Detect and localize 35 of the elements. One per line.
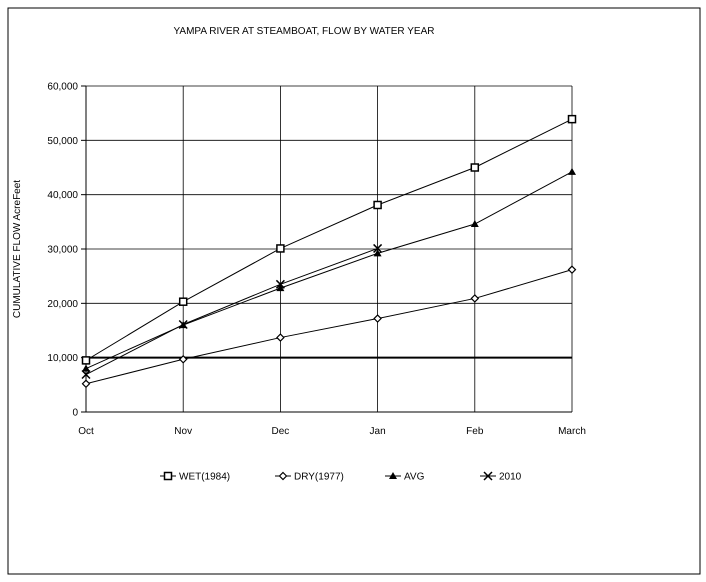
y-tick-label: 0: [72, 408, 78, 418]
point: [568, 168, 576, 175]
x-tick-label: Dec: [272, 426, 290, 437]
point: [82, 364, 90, 372]
y-tick-label: 30,000: [47, 244, 78, 256]
y-tick-label: 20,000: [47, 298, 78, 310]
y-axis-title: CUMULATIVE FLOW AcreFeet: [12, 180, 23, 318]
point: [568, 266, 576, 274]
point: [276, 333, 284, 342]
point: [81, 370, 91, 380]
legend-label: 2010: [499, 472, 522, 482]
point: [374, 314, 382, 323]
x-tick-label: March: [558, 426, 586, 437]
x-tick-label: Jan: [370, 426, 386, 437]
x-tick-label: Oct: [78, 426, 94, 437]
y-tick-label: 50,000: [47, 136, 78, 147]
point: [276, 280, 286, 290]
point: [178, 297, 188, 306]
point: [372, 244, 382, 254]
x-tick-label: Nov: [174, 426, 192, 437]
point: [470, 294, 479, 303]
point: [374, 249, 382, 256]
y-tick-label: 10,000: [47, 353, 78, 364]
point: [470, 163, 480, 172]
legend-label: WET(1984): [179, 472, 230, 482]
legend-label: AVG: [404, 472, 425, 482]
y-tick-label: 60,000: [47, 82, 78, 92]
point: [373, 200, 382, 210]
point: [276, 244, 285, 253]
y-tick-label: 40,000: [47, 190, 78, 202]
legend-label: DRY(1977): [294, 472, 344, 482]
chart-title: YAMPA RIVER AT STEAMBOAT, FLOW BY WATER YEAR: [174, 26, 434, 37]
x-tick-label: Feb: [466, 426, 484, 437]
point: [470, 220, 479, 228]
point: [568, 114, 576, 124]
